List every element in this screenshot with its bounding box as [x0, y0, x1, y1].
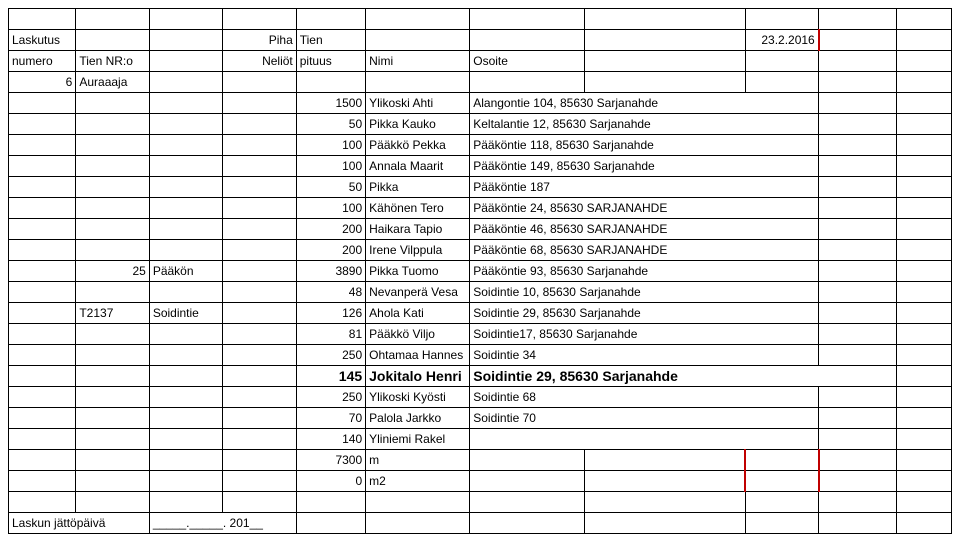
- footer-label: Laskun jättöpäivä: [9, 513, 150, 534]
- pituus-value: 250: [296, 387, 365, 408]
- osoite-value: Soidintie 68: [470, 387, 819, 408]
- tien-nro: T2137: [76, 303, 149, 324]
- label-pituus: pituus: [296, 51, 365, 72]
- data-row: 50Pikka KaukoKeltalantie 12, 85630 Sarja…: [9, 114, 952, 135]
- data-row: 7300m: [9, 450, 952, 471]
- data-row: 0m2: [9, 471, 952, 492]
- nimi-value: Jokitalo Henri: [366, 366, 470, 387]
- data-row: 250Ohtamaa HannesSoidintie 34: [9, 345, 952, 366]
- pituus-value: 200: [296, 219, 365, 240]
- data-row: 48Nevanperä VesaSoidintie 10, 85630 Sarj…: [9, 282, 952, 303]
- label-osoite: Osoite: [470, 51, 584, 72]
- nimi-value: Ylikoski Ahti: [366, 93, 470, 114]
- label-nimi: Nimi: [366, 51, 470, 72]
- seq-row: 6 Auraaaja: [9, 72, 952, 93]
- nimi-value: Haikara Tapio: [366, 219, 470, 240]
- label-tien-nro: Tien NR:o: [76, 51, 149, 72]
- footer-blank: _____._____. 201__: [149, 513, 296, 534]
- label-neliot: Neliöt: [223, 51, 296, 72]
- label-date: 23.2.2016: [745, 30, 818, 51]
- tie-name: Soidintie: [149, 303, 222, 324]
- total-m2-unit: m2: [366, 471, 470, 492]
- nimi-value: Irene Vilppula: [366, 240, 470, 261]
- nimi-value: Pääkkö Viljo: [366, 324, 470, 345]
- osoite-value: Pääköntie 93, 85630 Sarjanahde: [470, 261, 819, 282]
- header-row-1: Laskutus Piha Tien 23.2.2016: [9, 30, 952, 51]
- osoite-value: Soidintie17, 85630 Sarjanahde: [470, 324, 819, 345]
- data-row: 200Irene VilppulaPääköntie 68, 85630 SAR…: [9, 240, 952, 261]
- osoite-value: Pääköntie 187: [470, 177, 819, 198]
- osoite-value: Pääköntie 149, 85630 Sarjanahde: [470, 156, 819, 177]
- tie-name: Pääkön: [149, 261, 222, 282]
- osoite-value: Pääköntie 118, 85630 Sarjanahde: [470, 135, 819, 156]
- pituus-value: 81: [296, 324, 365, 345]
- pituus-value: 50: [296, 177, 365, 198]
- osoite-value: Soidintie 29, 85630 Sarjanahde: [470, 303, 819, 324]
- osoite-value: Pääköntie 24, 85630 SARJANAHDE: [470, 198, 819, 219]
- data-row: 200Haikara TapioPääköntie 46, 85630 SARJ…: [9, 219, 952, 240]
- data-row: T2137Soidintie 126Ahola KatiSoidintie 29,…: [9, 303, 952, 324]
- seq-number: 6: [9, 72, 76, 93]
- pituus-value: 100: [296, 135, 365, 156]
- nimi-value: Pääkkö Pekka: [366, 135, 470, 156]
- pituus-value: 250: [296, 345, 365, 366]
- pituus-value: 200: [296, 240, 365, 261]
- nimi-value: Annala Maarit: [366, 156, 470, 177]
- osoite-value: Pääköntie 46, 85630 SARJANAHDE: [470, 219, 819, 240]
- osoite-value: Pääköntie 68, 85630 SARJANAHDE: [470, 240, 819, 261]
- data-row: 140Yliniemi Rakel: [9, 429, 952, 450]
- data-row: 100Kähönen TeroPääköntie 24, 85630 SARJA…: [9, 198, 952, 219]
- data-row: [9, 492, 952, 513]
- data-row: 100Annala MaaritPääköntie 149, 85630 Sar…: [9, 156, 952, 177]
- nimi-value: Palola Jarkko: [366, 408, 470, 429]
- osoite-value: Keltalantie 12, 85630 Sarjanahde: [470, 114, 819, 135]
- data-row: 70Palola JarkkoSoidintie 70: [9, 408, 952, 429]
- nimi-value: Kähönen Tero: [366, 198, 470, 219]
- label-numero: numero: [9, 51, 76, 72]
- osoite-value: Soidintie 10, 85630 Sarjanahde: [470, 282, 819, 303]
- pituus-value: 3890: [296, 261, 365, 282]
- osoite-value: Soidintie 34: [470, 345, 819, 366]
- nimi-value: Ahola Kati: [366, 303, 470, 324]
- nimi-value: Yliniemi Rakel: [366, 429, 470, 450]
- nimi-value: Nevanperä Vesa: [366, 282, 470, 303]
- nimi-value: Ohtamaa Hannes: [366, 345, 470, 366]
- total-m-value: 7300: [296, 450, 365, 471]
- osoite-value: Soidintie 29, 85630 Sarjanahde: [470, 366, 897, 387]
- data-row: 1500Ylikoski AhtiAlangontie 104, 85630 S…: [9, 93, 952, 114]
- pituus-value: 70: [296, 408, 365, 429]
- pituus-value: 1500: [296, 93, 365, 114]
- data-row: 145Jokitalo HenriSoidintie 29, 85630 Sar…: [9, 366, 952, 387]
- total-m-unit: m: [366, 450, 470, 471]
- nimi-value: Pikka Tuomo: [366, 261, 470, 282]
- header-row-2: numero Tien NR:o Neliöt pituus Nimi Osoi…: [9, 51, 952, 72]
- nimi-value: Pikka: [366, 177, 470, 198]
- data-row: 25Pääkön 3890Pikka TuomoPääköntie 93, 856…: [9, 261, 952, 282]
- nimi-value: Pikka Kauko: [366, 114, 470, 135]
- pituus-value: 126: [296, 303, 365, 324]
- data-row: 81Pääkkö ViljoSoidintie17, 85630 Sarjana…: [9, 324, 952, 345]
- blank-row: [9, 9, 952, 30]
- nimi-value: Ylikoski Kyösti: [366, 387, 470, 408]
- label-auraaaja: Auraaaja: [76, 72, 149, 93]
- osoite-value: Alangontie 104, 85630 Sarjanahde: [470, 93, 819, 114]
- osoite-value: [470, 429, 819, 450]
- pituus-value: 140: [296, 429, 365, 450]
- data-row: 250Ylikoski KyöstiSoidintie 68: [9, 387, 952, 408]
- pituus-value: 100: [296, 156, 365, 177]
- pituus-value: 50: [296, 114, 365, 135]
- invoice-table: Laskutus Piha Tien 23.2.2016 numero Tien…: [8, 8, 952, 534]
- pituus-value: 100: [296, 198, 365, 219]
- pituus-value: 48: [296, 282, 365, 303]
- label-piha: Piha: [223, 30, 296, 51]
- label-tien: Tien: [296, 30, 365, 51]
- pituus-value: 145: [296, 366, 365, 387]
- data-row: Laskun jättöpäivä_____._____. 201__: [9, 513, 952, 534]
- neliot-value: 25: [76, 261, 149, 282]
- label-laskutus: Laskutus: [9, 30, 76, 51]
- osoite-value: Soidintie 70: [470, 408, 819, 429]
- data-row: 100Pääkkö PekkaPääköntie 118, 85630 Sarj…: [9, 135, 952, 156]
- data-row: 50PikkaPääköntie 187: [9, 177, 952, 198]
- total-m2-value: 0: [296, 471, 365, 492]
